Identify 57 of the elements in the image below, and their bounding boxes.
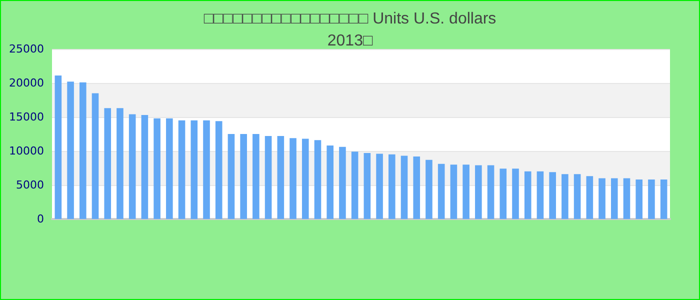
bar (264, 136, 272, 219)
bar (574, 174, 581, 219)
bar (154, 118, 160, 219)
y-tick-label: 20000 (9, 76, 44, 90)
bar (426, 160, 432, 219)
bar (277, 136, 284, 219)
bar (438, 164, 445, 219)
bar (660, 180, 668, 219)
bar (141, 114, 148, 219)
bar (67, 82, 74, 219)
bar (228, 134, 235, 219)
bar (128, 114, 136, 219)
bar (92, 93, 99, 219)
bar (252, 134, 260, 219)
bar (598, 178, 606, 219)
bar (450, 164, 458, 219)
bar (166, 118, 173, 219)
bar (648, 180, 655, 219)
bar (80, 82, 86, 219)
bar (413, 156, 420, 219)
bar (376, 154, 383, 219)
bar (549, 172, 556, 219)
bar (339, 146, 346, 219)
bar (500, 168, 507, 219)
bar (536, 171, 544, 219)
bar (190, 120, 198, 219)
bar (487, 165, 494, 219)
bar (524, 171, 532, 219)
bar (610, 178, 618, 219)
bar (314, 140, 322, 219)
bar (462, 164, 470, 219)
y-tick-label: 5000 (16, 178, 44, 192)
bar (586, 176, 594, 219)
bar (512, 168, 519, 219)
bar (351, 152, 358, 219)
bar (178, 120, 186, 219)
bar (400, 156, 408, 219)
bar (54, 76, 62, 219)
bar (302, 138, 309, 219)
bar (562, 174, 568, 219)
bar (388, 154, 396, 219)
bar (475, 165, 482, 219)
bar (215, 121, 222, 219)
bar (290, 138, 296, 219)
y-tick-label: 15000 (9, 110, 44, 124)
y-tick-label: 10000 (9, 144, 44, 158)
bar (364, 153, 371, 219)
bar (326, 146, 334, 219)
chart-title: □□□□□□□□□□□□□□□□□ Units U.S. dollars 2013□ (204, 10, 496, 50)
y-tick-label: 25000 (9, 42, 44, 56)
bar (240, 134, 247, 219)
bar (104, 108, 112, 219)
bar (636, 180, 642, 219)
bar (203, 120, 210, 219)
bar (623, 178, 630, 219)
y-tick-label: 0 (37, 212, 44, 226)
bar (116, 108, 124, 219)
